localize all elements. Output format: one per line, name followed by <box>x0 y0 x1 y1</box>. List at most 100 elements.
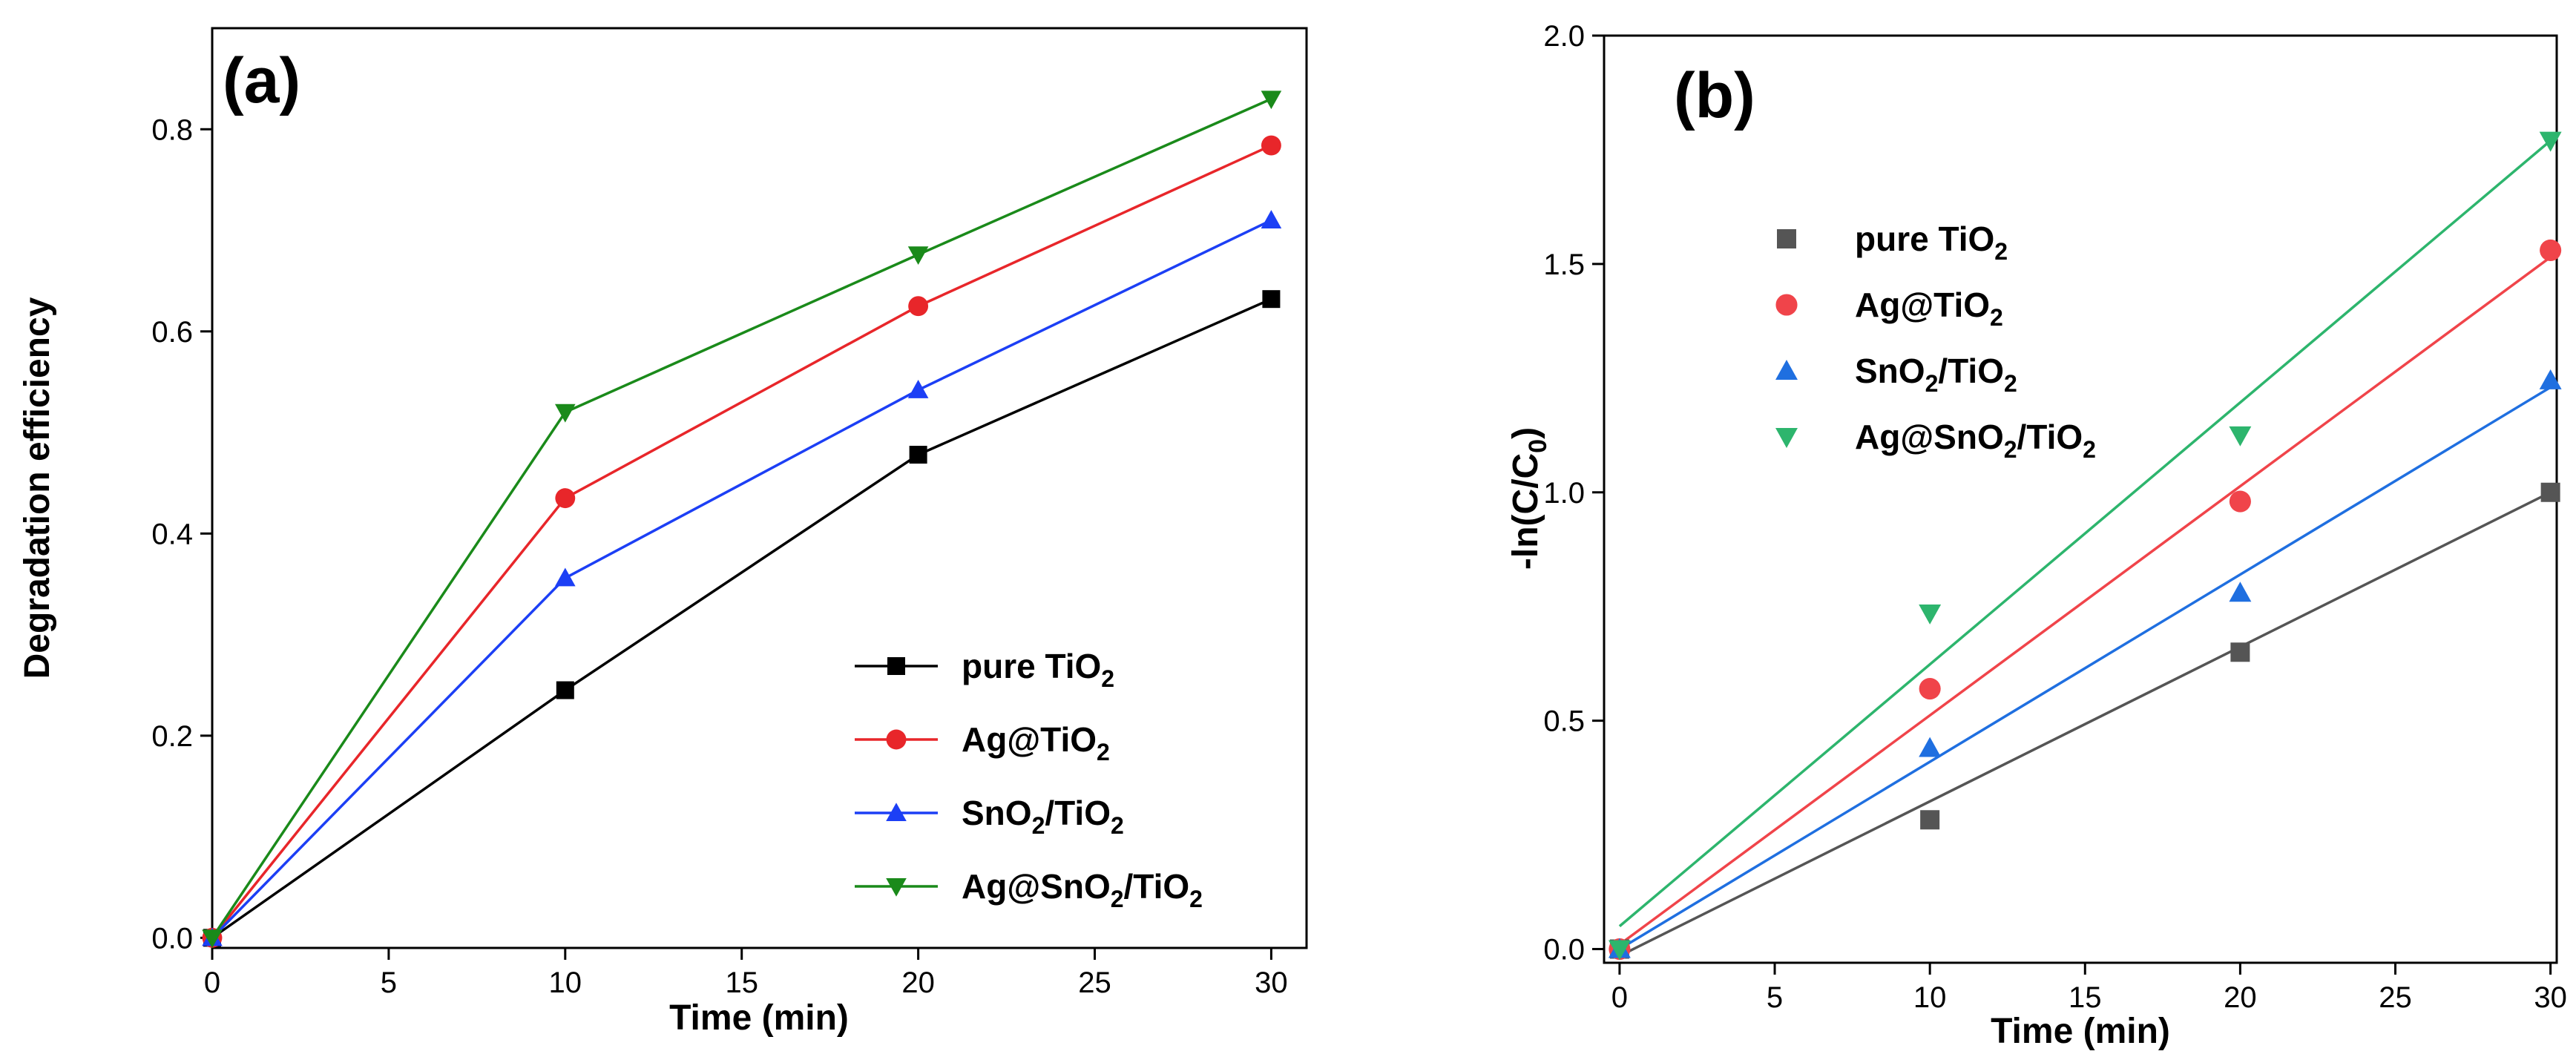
x-tick-label: 5 <box>381 966 397 999</box>
panel-b-y-axis-label-end: ) <box>1506 427 1545 439</box>
data-point <box>555 488 576 509</box>
legend-marker <box>1775 294 1798 316</box>
data-point <box>202 929 223 949</box>
legend-label-sub: 2 <box>1101 665 1114 692</box>
legend-marker <box>886 803 907 822</box>
panel-b-series <box>1608 131 2562 961</box>
data-point <box>1261 210 1282 228</box>
legend-label-main: Ag@SnO <box>1855 418 2004 456</box>
data-point <box>2540 239 2562 261</box>
legend-label-sub: 2 <box>2004 436 2017 463</box>
y-tick-label: 0.6 <box>151 316 193 349</box>
legend-label-sub2: 2 <box>1111 812 1124 839</box>
data-point <box>907 380 929 398</box>
data-point <box>1919 737 1942 757</box>
data-point <box>2229 582 2252 602</box>
data-point <box>555 567 576 587</box>
panel-a-chart: 0 5 10 15 20 25 30 0.0 0.2 0.4 0.6 0.8 (a) Time (mi… <box>18 27 1308 1038</box>
panel-a-series <box>202 90 1282 949</box>
legend-label-sub: 2 <box>1925 370 1939 397</box>
legend-marker <box>1775 360 1798 380</box>
data-point <box>1261 135 1281 156</box>
panel-a-x-axis-label: Time (min) <box>669 998 849 1038</box>
series-line-0 <box>211 297 1272 939</box>
x-tick-label: 30 <box>1255 966 1288 999</box>
data-point <box>2230 642 2250 662</box>
x-tick-label: 0 <box>1611 981 1628 1014</box>
legend-label-main: pure TiO <box>962 647 1101 685</box>
legend-label: pure TiO2 <box>962 647 1114 692</box>
legend-label-rest: /TiO <box>1045 794 1111 832</box>
panel-a-ticks: 0 5 10 15 20 25 30 0.0 0.2 0.4 0.6 0.8 <box>151 113 1287 999</box>
data-point <box>908 296 929 317</box>
fit-line-1 <box>1618 256 2552 946</box>
panel-b-fit-lines <box>1618 139 2552 958</box>
panel-b-chart: 0 5 10 15 20 25 300.00.51.01.52.0 (b) Time (mi… <box>1506 20 2567 1051</box>
legend-label-main: Ag@SnO <box>962 867 1111 906</box>
legend-marker <box>887 657 905 675</box>
data-point <box>1261 90 1282 110</box>
legend-label-sub: 2 <box>1097 739 1110 765</box>
fit-line-3 <box>1618 139 2552 928</box>
legend-marker <box>1777 229 1796 248</box>
legend-label-sub: 2 <box>1990 304 2003 331</box>
y-tick-label: 0.4 <box>151 518 193 550</box>
legend-label: Ag@SnO2/TiO2 <box>1855 418 2096 463</box>
y-tick-label: 0.5 <box>1543 705 1585 738</box>
panel-a-label: (a) <box>223 45 300 116</box>
legend-label: SnO2/TiO2 <box>1855 352 2017 397</box>
panel-b-y-axis-label: -ln(C/C0) <box>1506 427 1552 570</box>
legend-label: Ag@TiO2 <box>962 720 1110 765</box>
legend-label-main: SnO <box>962 794 1032 832</box>
data-point <box>1919 604 1942 625</box>
legend-marker <box>886 877 907 897</box>
panel-b-ticks: 0 5 10 15 20 25 30 0.0 0.5 1.0 1.5 2.0 <box>1543 20 2566 1014</box>
legend-label-rest: /TiO <box>1124 867 1190 906</box>
legend-label-sub: 2 <box>1032 812 1045 839</box>
legend-label: pure TiO2 <box>1855 220 2008 265</box>
panel-b-y-axis-label-main: -ln(C/C <box>1506 453 1545 570</box>
panel-b-x-axis-label: Time (min) <box>1991 1012 2170 1051</box>
data-point <box>1262 290 1281 309</box>
x-tick-label: 25 <box>1078 966 1111 999</box>
legend-label-main: Ag@TiO <box>962 720 1097 759</box>
legend-label-sub2: 2 <box>1189 886 1203 912</box>
legend-label-sub: 2 <box>1111 886 1124 912</box>
x-tick-label: 10 <box>549 966 582 999</box>
data-point <box>2229 490 2251 513</box>
legend-label: Ag@SnO2/TiO2 <box>962 867 1203 912</box>
x-tick-label: 30 <box>2534 981 2567 1014</box>
fit-line-2 <box>1619 386 2552 951</box>
y-tick-label: 0.0 <box>151 922 193 955</box>
data-point <box>2229 426 2252 447</box>
x-tick-label: 0 <box>204 966 220 999</box>
legend-marker <box>1775 428 1798 448</box>
data-point <box>1919 677 1941 700</box>
panel-b-y-axis-label-sub: 0 <box>1524 439 1552 453</box>
data-point <box>907 246 929 266</box>
fit-line-0 <box>1619 491 2552 958</box>
data-point <box>1608 940 1631 961</box>
data-point <box>909 446 927 464</box>
y-tick-label: 1.0 <box>1543 477 1585 510</box>
legend-label-main: SnO <box>1855 352 1925 390</box>
data-point <box>2539 131 2562 152</box>
panel-b-plot-frame <box>1603 34 2558 964</box>
legend-label-sub2: 2 <box>2083 436 2096 463</box>
panel-a-y-axis-label: Degradation efficiency <box>18 297 57 679</box>
data-point <box>555 404 576 423</box>
y-tick-label: 0.8 <box>151 113 193 146</box>
legend-label: Ag@TiO2 <box>1855 286 2003 331</box>
data-point <box>556 681 574 699</box>
data-point <box>2539 369 2562 389</box>
series-line-3 <box>211 97 1272 939</box>
legend-label: SnO2/TiO2 <box>962 794 1124 839</box>
x-tick-label: 20 <box>2224 981 2257 1014</box>
legend-label-main: pure TiO <box>1855 220 1994 258</box>
series-line-1 <box>211 144 1272 939</box>
y-tick-label: 1.5 <box>1543 248 1585 281</box>
x-tick-label: 25 <box>2379 981 2412 1014</box>
